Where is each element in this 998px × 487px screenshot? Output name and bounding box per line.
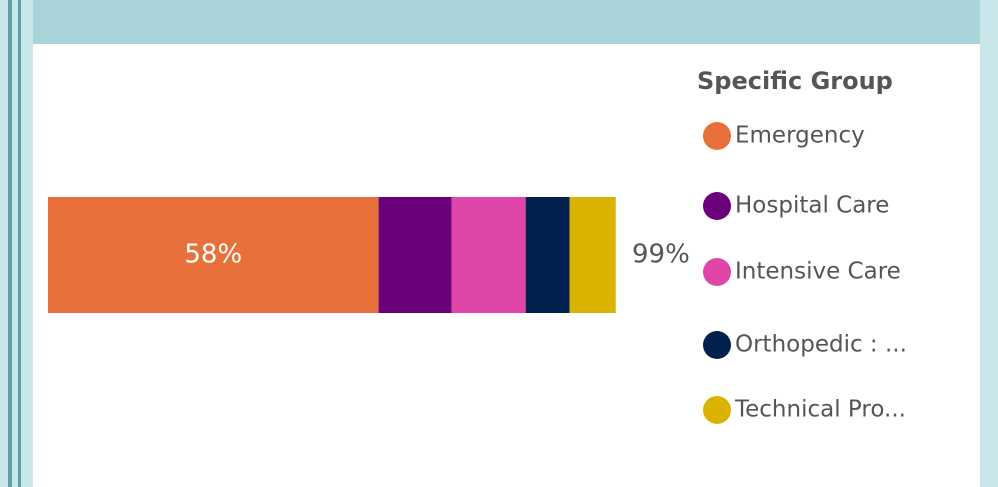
legend-label: Emergency [735,123,865,149]
bar-segment [525,197,570,313]
bar-segment [48,197,379,313]
bar-segment [451,197,526,313]
legend-label: Intensive Care [735,259,901,285]
bar-segment [569,197,616,313]
legend-label: Hospital Care [735,193,889,219]
header-band [33,0,980,44]
legend-marker [703,258,731,286]
legend-marker [703,331,731,359]
frame-edge [18,0,21,487]
data-label: 58% [184,240,242,270]
legend-marker [703,396,731,424]
bar-segment [378,197,452,313]
legend-title: Specific Group [697,67,893,95]
legend-marker [703,192,731,220]
frame-edge [8,0,12,487]
total-label: 99% [632,240,690,270]
legend-label: Orthopedic : ... [735,332,907,358]
legend-marker [703,122,731,150]
legend-label: Technical Pro... [734,397,906,423]
